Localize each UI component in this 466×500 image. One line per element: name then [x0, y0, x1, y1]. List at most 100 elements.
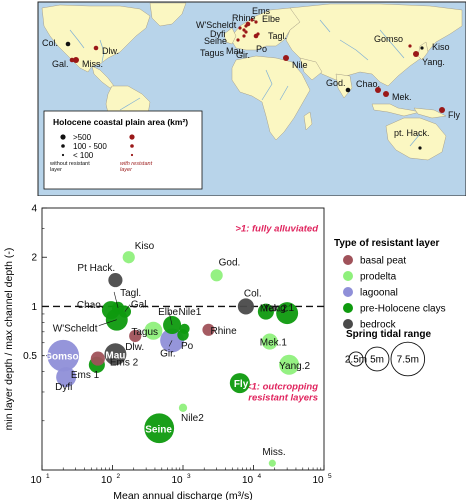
legend-marker-small [61, 153, 65, 157]
map-site-label-yang: Yang. [422, 57, 445, 67]
map-site-label-dlw: Dlw. [102, 46, 119, 56]
point-label-gal: Gal. [131, 300, 149, 311]
point-fly [229, 373, 250, 394]
map-site-label-w-scheldt: W'Scheldt [196, 20, 237, 30]
point-label-dyfi: Dyfi [55, 382, 72, 393]
map-site-label-elbe: Elbe [262, 14, 280, 24]
map-site-nile [283, 55, 289, 61]
map-site-gomso [408, 44, 412, 48]
map-site-label-kiso: Kiso [432, 42, 450, 52]
legend-without-wrap: without resistant layer [50, 161, 90, 173]
map-site-label-gir: Gir. [236, 50, 250, 60]
x-tick-exp-3: 4 [258, 473, 262, 480]
legend-marker-large-resistant [129, 134, 135, 140]
map-site-chao [375, 87, 381, 93]
map-rivers [69, 19, 421, 147]
legend-swatch-pre-holocene-clays [343, 303, 353, 313]
x-tick-exp-0: 1 [46, 473, 50, 480]
point-col [237, 298, 254, 315]
legend-swatch-bedrock [343, 319, 353, 329]
x-tick-exp-4: 5 [328, 473, 332, 480]
land-britain [223, 27, 237, 45]
legend-label-prodelta: prodelta [360, 272, 397, 283]
map-legend-title: Holocene coastal plain area (km²) [53, 117, 188, 127]
point-label-mek-2: Mek.2 [260, 304, 288, 315]
map-site-elbe [254, 20, 258, 24]
y-tick-label-1: 1 [31, 302, 37, 313]
map-site-mek [383, 91, 389, 97]
point-label-rhine: Rhine [211, 326, 238, 337]
point-label-ems-1: Ems 1 [71, 370, 100, 381]
map-site-label-tagus: Tagus [200, 48, 225, 58]
leader-gal [124, 304, 131, 312]
leader-elbe [168, 311, 173, 326]
legend-swatch-basal-peat [343, 255, 353, 265]
legend-size-large: >500 [73, 133, 92, 142]
point-label-nile2: Nile2 [181, 413, 204, 424]
chart-plot-area: 10 1 10 2 10 3 10 4 10 5 0.5 1 2 4 Mean annual dischar… [3, 204, 446, 500]
map-site-label-rhine: Rhine [232, 13, 256, 23]
y-axis-label: min layer depth / max channel depth (-) [3, 248, 15, 431]
map-site-label-fly: Fly [448, 110, 460, 120]
legend-title-layer-type: Type of resistant layer [334, 238, 440, 249]
point-label-seine: Seine [145, 424, 172, 435]
legend-tide-circle-1 [364, 346, 390, 372]
point-rhine [202, 323, 215, 336]
map-site-label-chao: Chao. [356, 79, 380, 89]
map-site-label-col: Col. [42, 38, 58, 48]
x-tick-exp-1: 2 [117, 473, 121, 480]
map-legend-box [43, 110, 203, 190]
point-nile1 [179, 323, 190, 334]
land-north-america [41, 4, 151, 73]
point-ems-2 [90, 351, 105, 366]
map-site-label-dyfi: Dyfi [210, 29, 226, 39]
map-site-seine [242, 28, 246, 32]
map-site-pt-hack [418, 146, 422, 150]
scatter-chart-panel: 10 1 10 2 10 3 10 4 10 5 0.5 1 2 4 Mean annual dischar… [3, 204, 446, 500]
point-label-mek-1: Mek.1 [260, 338, 288, 349]
point-label-col: Col. [244, 288, 262, 299]
point-label-dlw: Dlw. [125, 342, 144, 353]
point-label-kiso: Kiso [135, 241, 155, 252]
point-label-miss: Miss. [262, 447, 285, 458]
map-site-label-seine: Seine [204, 36, 227, 46]
map-site-w-scheldt [244, 24, 248, 28]
legend-without-label: without resistant layer [50, 161, 90, 173]
legend-label-lagoonal: lagoonal [360, 288, 398, 299]
legend-marker-medium [61, 144, 65, 148]
leader-tagl [113, 291, 119, 308]
leader-gir [168, 340, 173, 347]
point-pt-hack [108, 272, 123, 288]
point-yang-2 [279, 354, 300, 375]
map-site-fly [439, 107, 445, 113]
point-seine [144, 413, 175, 444]
map-site-label-ems: Ems [252, 6, 271, 16]
map-site-dyfi [238, 26, 242, 30]
point-label-god: God. [219, 257, 241, 268]
point-label-elbe: Elbe [158, 307, 178, 318]
land-madagascar [303, 111, 313, 131]
x-tick-label-1: 10 [101, 475, 113, 486]
y-tick-label-3: 4 [31, 204, 37, 215]
land-arabia [299, 57, 323, 81]
legend-size-small: < 100 [73, 151, 94, 160]
y-tick-label-0: 0.5 [23, 351, 37, 362]
point-nile2 [178, 403, 188, 412]
x-tick-label-2: 10 [171, 475, 183, 486]
y-tick-label-2: 2 [31, 253, 37, 264]
x-tick-label-0: 10 [30, 475, 42, 486]
point-mek-2 [257, 303, 274, 320]
point-kiso [122, 251, 135, 264]
legend-marker-medium-resistant [130, 144, 134, 148]
map-legend: Holocene coastal plain area (km²) >500 1… [43, 110, 203, 190]
point-label-tagl: Tagl. [120, 288, 141, 299]
annotation-fully-alluviated: >1: fully alluviated [235, 223, 318, 234]
point-yang-1 [276, 302, 299, 325]
point-label-fly: Fly [234, 379, 249, 390]
legend-size-medium: 100 - 500 [73, 142, 107, 151]
map-site-label-gomso: Gomso [374, 34, 403, 44]
land-asia [285, 3, 463, 87]
legend-swatch-prodelta [343, 271, 353, 281]
point-label-pt-hack: Pt Hack. [77, 263, 115, 274]
